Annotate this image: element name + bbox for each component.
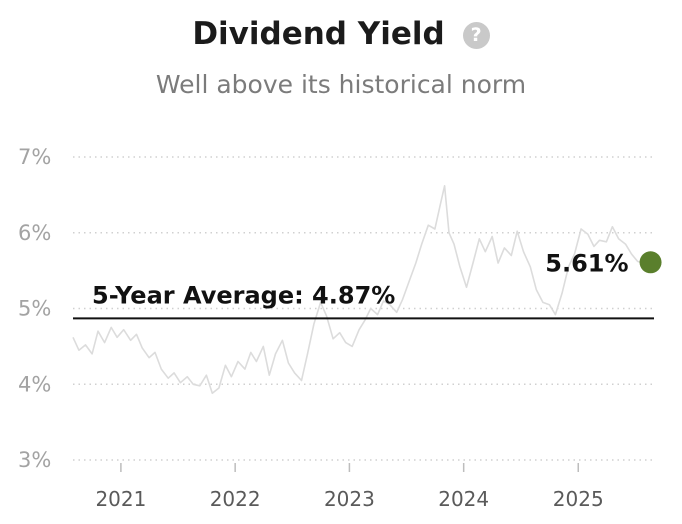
- average-label: 5-Year Average: 4.87%: [92, 281, 395, 309]
- y-tick-label: 3%: [18, 448, 51, 472]
- x-tick-label: 2024: [438, 487, 489, 511]
- current-value-marker: [639, 251, 662, 274]
- x-tick-label: 2023: [324, 487, 375, 511]
- reference-layer: 5-Year Average: 4.87%: [73, 281, 654, 320]
- axis-layer: 3% 4% 5% 6% 7% 2021 2022 2023 2024 2025: [18, 145, 604, 511]
- x-tick-label: 2022: [210, 487, 261, 511]
- current-value-label: 5.61%: [545, 249, 628, 277]
- title-row: Dividend Yield ?: [0, 12, 682, 56]
- y-tick-label: 7%: [18, 145, 51, 169]
- y-tick-label: 4%: [18, 372, 51, 396]
- series-layer: [72, 185, 651, 395]
- y-tick-label: 5%: [18, 297, 51, 321]
- x-tick-label: 2021: [95, 487, 146, 511]
- chart-title: Dividend Yield: [192, 16, 445, 52]
- x-tick-label: 2025: [553, 487, 604, 511]
- marker-layer: 5.61%: [545, 249, 662, 277]
- yield-series-line: [72, 185, 651, 395]
- y-tick-label: 6%: [18, 221, 51, 245]
- chart-subtitle: Well above its historical norm: [155, 70, 527, 99]
- question-mark-icon[interactable]: ?: [462, 21, 490, 49]
